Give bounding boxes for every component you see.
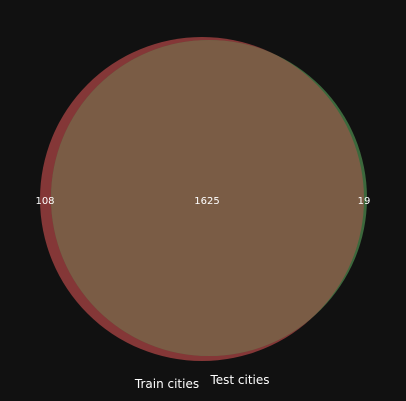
both-count: 1625 (194, 196, 219, 207)
train-cities-label: Train cities (134, 377, 199, 391)
overlap-region (51, 40, 364, 356)
test-cities-label: Test cities (209, 373, 269, 387)
test-only-count: 19 (358, 196, 371, 207)
train-only-count: 108 (35, 196, 54, 207)
